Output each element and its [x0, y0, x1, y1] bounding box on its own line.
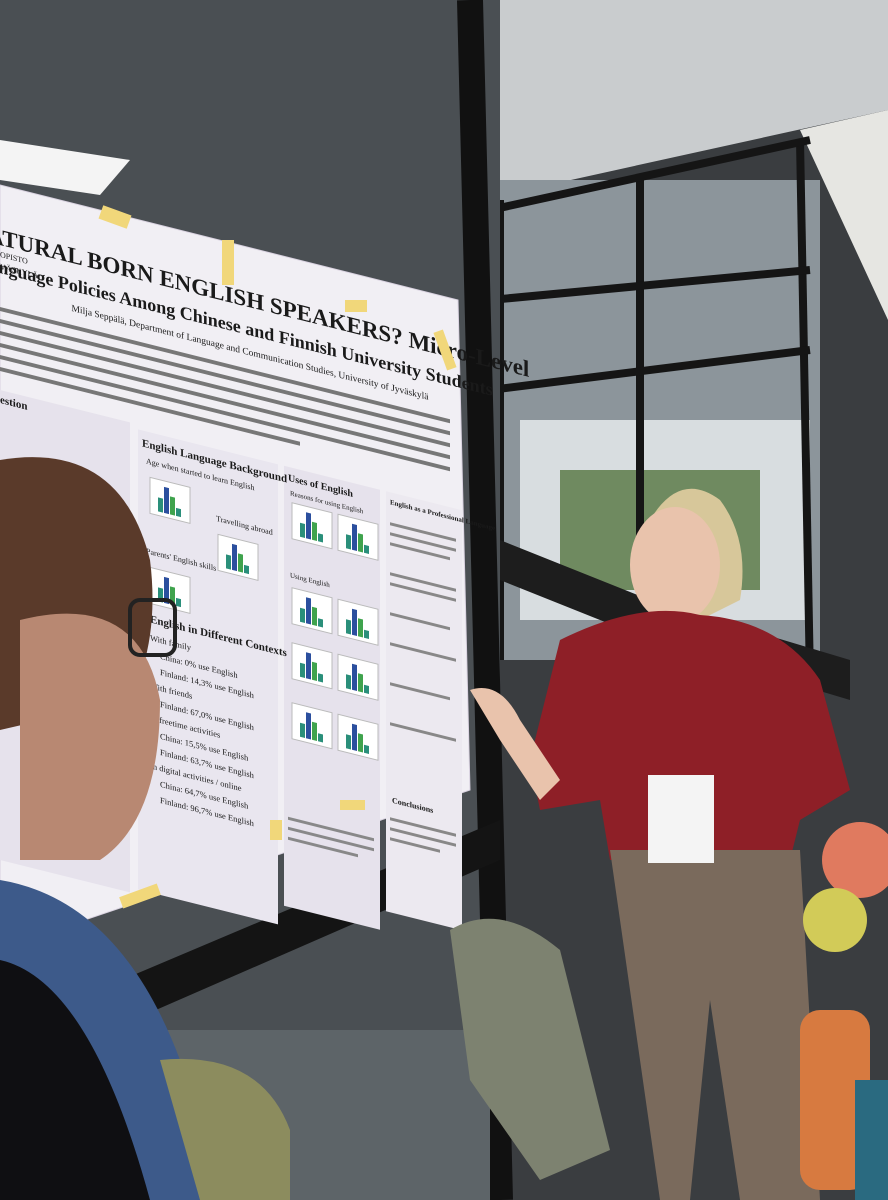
chart-bar-image — [170, 496, 175, 516]
arm — [470, 688, 560, 800]
glasses — [128, 598, 177, 657]
chart-bar-image — [306, 512, 311, 540]
stool — [800, 1010, 870, 1190]
viewer-face — [20, 613, 160, 860]
chart-bar-image — [364, 744, 369, 755]
chart-bar-image — [352, 663, 357, 692]
chart-bar-image — [364, 629, 369, 640]
chart-bar-image — [352, 523, 357, 552]
chart-bar-image — [312, 721, 317, 742]
chart-bar-image — [318, 733, 323, 743]
chart-bar-image — [318, 673, 323, 683]
trousers — [610, 850, 820, 1200]
chart-bar-image — [306, 652, 311, 680]
tape — [98, 205, 457, 909]
chart-bar-image — [358, 733, 363, 753]
chart-bar-image — [346, 534, 351, 550]
face — [630, 507, 720, 623]
chart-bar-image — [300, 662, 305, 679]
chart-bar-image — [238, 553, 243, 573]
chart-bar-image — [164, 486, 169, 515]
jacket — [0, 960, 150, 1200]
chart-bar-image — [364, 684, 369, 695]
chart-bar-image — [318, 618, 323, 628]
chart-bar-image — [358, 533, 363, 553]
chart-bar-image — [364, 544, 369, 555]
chart-bar-image — [164, 576, 169, 605]
chart-bar-image — [158, 497, 163, 513]
text-lines — [288, 522, 456, 858]
chart-bar-image — [300, 522, 305, 539]
ceiling-lamp — [0, 140, 130, 195]
stool — [855, 1080, 888, 1200]
chart-bar-image — [306, 597, 311, 625]
abstract-lines — [0, 307, 450, 472]
chart-bar-image — [312, 661, 317, 682]
chart-bar-image — [176, 507, 181, 518]
stool — [822, 822, 888, 898]
chart-bar-image — [358, 618, 363, 638]
blouse — [530, 610, 850, 860]
chart-bar-image — [346, 674, 351, 690]
column — [386, 491, 462, 931]
chart-bar-image — [226, 554, 231, 570]
chart-bar-image — [352, 608, 357, 637]
column — [284, 465, 380, 930]
bag — [160, 1058, 290, 1200]
chart-bar-image — [300, 607, 305, 624]
chart-bar-image — [232, 543, 237, 572]
chart-bar-image — [176, 597, 181, 608]
chart-bar-image — [244, 564, 249, 575]
ceiling — [480, 0, 888, 200]
ceiling-light-area — [800, 110, 888, 320]
chart-bar-image — [306, 712, 311, 740]
chart-bar-image — [358, 673, 363, 693]
backpack — [450, 918, 610, 1180]
chart-bar-image — [318, 533, 323, 543]
name-badge — [648, 775, 714, 863]
chart-bar-image — [312, 606, 317, 627]
stool — [803, 888, 867, 952]
chart-bar-image — [346, 734, 351, 750]
chart-bar-image — [300, 722, 305, 739]
chart-bar-image — [346, 619, 351, 635]
chart-bar-image — [312, 521, 317, 542]
chart-bar-image — [352, 723, 357, 752]
